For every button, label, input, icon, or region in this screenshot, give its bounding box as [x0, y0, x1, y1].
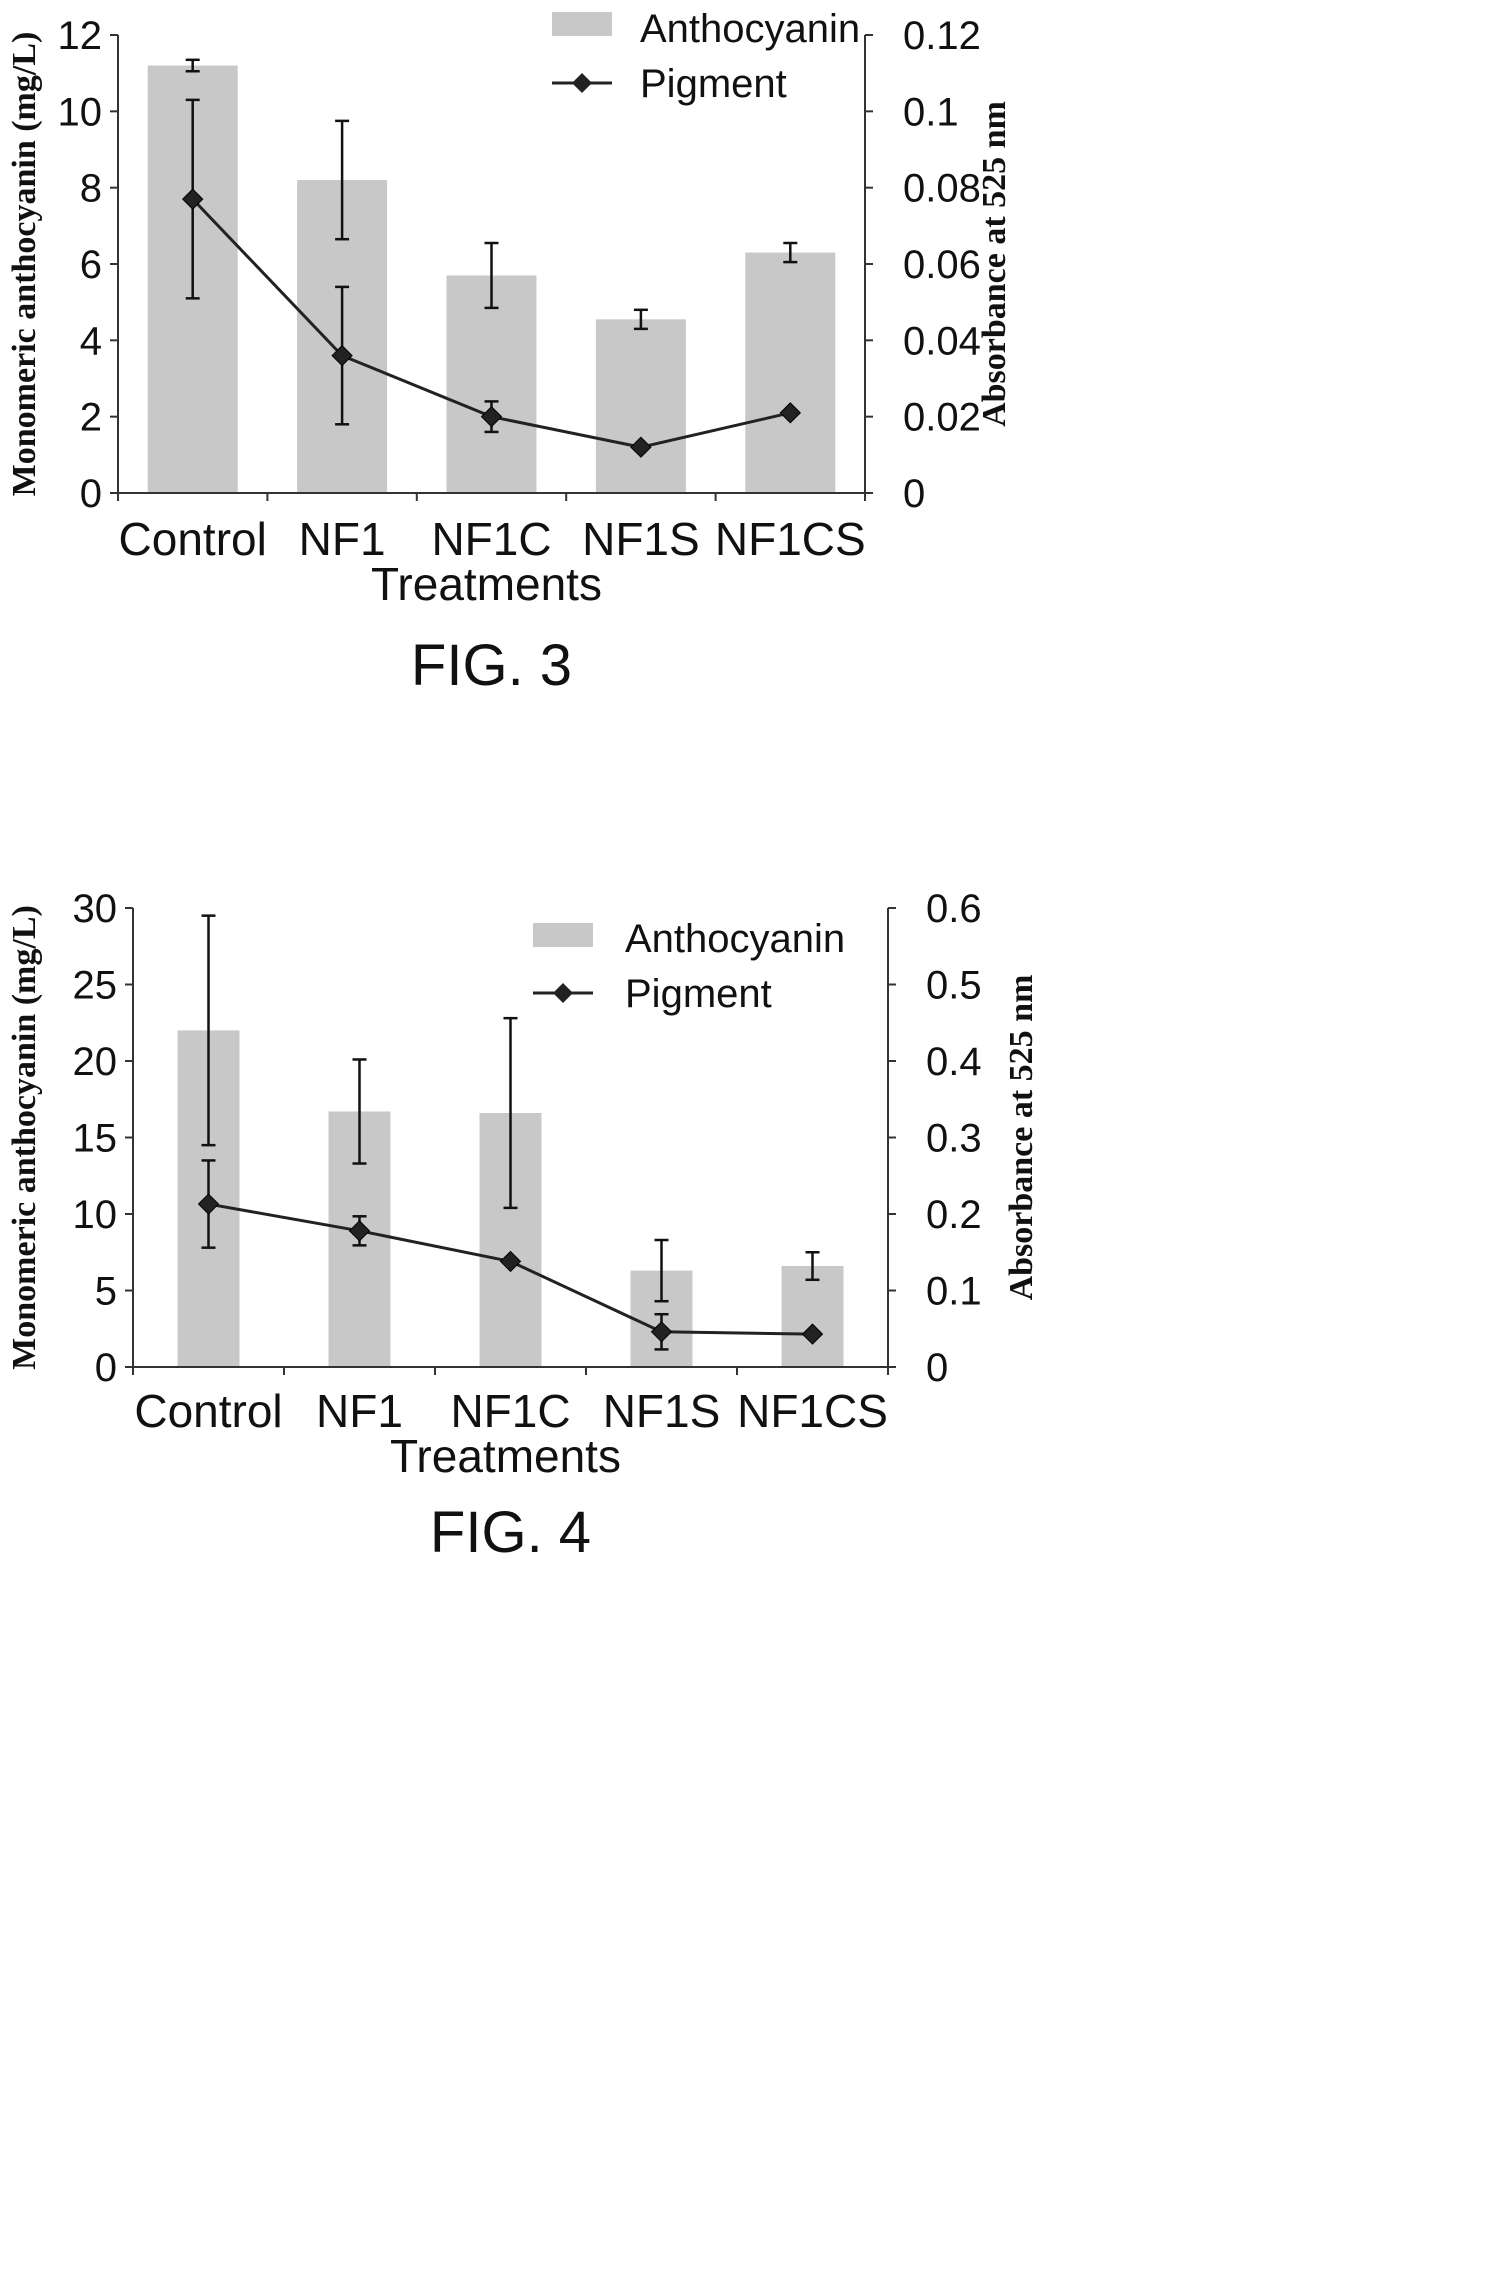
left-y-tick-label: 15: [73, 1117, 118, 1161]
right-y-tick-label: 0.02: [903, 396, 981, 440]
right-y-tick-label: 0.6: [926, 887, 982, 931]
anthocyanin-bar-nf1cs: [781, 1266, 844, 1367]
x-category-label: NF1CS: [715, 513, 866, 565]
left-y-tick-label: 12: [58, 14, 103, 58]
left-y-tick-label: 6: [80, 243, 102, 287]
right-y-tick-label: 0: [903, 472, 925, 516]
right-y-tick-label: 0.3: [926, 1117, 982, 1161]
figure-label: FIG. 4: [430, 1500, 591, 1565]
right-y-tick-label: 0.4: [926, 1040, 982, 1084]
anthocyanin-error-bar: [484, 241, 499, 310]
pigment-point-nf1: [348, 1220, 371, 1242]
anthocyanin-error-bar: [654, 1238, 669, 1303]
anthocyanin-error-bar: [633, 308, 648, 331]
anthocyanin-bar-nf1s: [595, 319, 686, 493]
left-y-tick-label: 25: [73, 964, 118, 1008]
figure-4-svg: 0 5 10 15 20 25 30 0 0.1 0.2 0.3 0.4 0.5 0.6 Control NF…: [6, 887, 1040, 1565]
right-y-tick-label: 0.04: [903, 319, 981, 363]
x-category-label: NF1: [299, 513, 386, 565]
pigment-point-control: [197, 1193, 220, 1215]
right-y-axis-title: Absorbance at 525 nm: [976, 101, 1013, 427]
pigment-point-nf1s: [630, 436, 652, 458]
x-category-label: NF1S: [582, 513, 700, 565]
anthocyanin-error-bar: [805, 1251, 820, 1282]
left-y-tick-label: 0: [95, 1346, 117, 1390]
figure-3-chart: 0 2 4 6 8 10 12 0 0.02 0.04 0.06 0.08 0.1 0.12 Control…: [0, 0, 1504, 1100]
anthocyanin-error-bar: [335, 119, 350, 241]
x-axis-title: Treatments: [371, 558, 602, 610]
legend-anthocyanin-swatch: [533, 923, 593, 947]
x-category-label: Control: [134, 1385, 282, 1437]
anthocyanin-error-bar: [783, 241, 798, 264]
left-y-tick-label: 4: [80, 319, 102, 363]
pigment-point-nf1c: [499, 1250, 522, 1273]
x-category-label: Control: [119, 513, 267, 565]
left-y-tick-label: 2: [80, 396, 102, 440]
left-y-axis-title: Monomeric anthocyanin (mg/L): [6, 905, 43, 1370]
right-y-tick-label: 0.12: [903, 14, 981, 58]
legend-anthocyanin-label: Anthocyanin: [640, 7, 860, 51]
legend-anthocyanin-label: Anthocyanin: [625, 917, 845, 961]
right-y-tick-label: 0.06: [903, 243, 981, 287]
right-y-tick-label: 0.08: [903, 167, 981, 211]
pigment-point-nf1: [331, 344, 353, 367]
anthocyanin-error-bar: [185, 58, 200, 73]
legend-pigment-marker: [572, 73, 592, 93]
right-y-tick-label: 0.1: [903, 90, 959, 134]
left-y-axis-title: Monomeric anthocyanin (mg/L): [6, 32, 43, 497]
right-y-axis-title: Absorbance at 525 nm: [1003, 975, 1040, 1301]
x-category-label: NF1C: [450, 1385, 570, 1437]
pigment-point-nf1s: [650, 1321, 673, 1343]
pigment-point-nf1c: [480, 405, 503, 428]
x-category-label: NF1S: [603, 1385, 721, 1437]
right-y-tick-label: 0.2: [926, 1193, 982, 1237]
left-y-tick-label: 0: [80, 472, 102, 516]
left-y-tick-label: 10: [58, 90, 103, 134]
x-category-label: NF1CS: [737, 1385, 888, 1437]
right-y-tick-label: 0: [926, 1346, 948, 1390]
legend-pigment-label: Pigment: [640, 62, 787, 106]
right-y-tick-label: 0.5: [926, 964, 982, 1008]
figure-3-svg: 0 2 4 6 8 10 12 0 0.02 0.04 0.06 0.08 0.1 0.12 Control…: [6, 7, 1013, 698]
legend-anthocyanin-swatch: [552, 12, 612, 36]
anthocyanin-error-bar: [201, 914, 216, 1147]
anthocyanin-bar-nf1cs: [745, 252, 836, 493]
legend-pigment-marker: [553, 983, 573, 1003]
left-y-tick-label: 8: [80, 167, 102, 211]
left-y-tick-label: 30: [73, 887, 118, 931]
x-category-label: NF1: [316, 1385, 403, 1437]
pigment-point-nf1cs: [779, 402, 802, 424]
left-y-tick-label: 5: [95, 1270, 117, 1314]
left-y-tick-label: 20: [73, 1040, 118, 1084]
anthocyanin-bar-nf1c: [446, 275, 537, 493]
legend-pigment-label: Pigment: [625, 972, 772, 1016]
anthocyanin-error-bar: [352, 1058, 367, 1165]
pigment-point-control: [181, 188, 204, 210]
pigment-point-nf1cs: [801, 1323, 824, 1345]
left-y-tick-label: 10: [73, 1193, 118, 1237]
figure-4-chart: 0 5 10 15 20 25 30 0 0.1 0.2 0.3 0.4 0.5 0.6 Control NF…: [0, 290, 1504, 2289]
right-y-tick-label: 0.1: [926, 1270, 982, 1314]
x-category-label: NF1C: [431, 513, 551, 565]
x-axis-title: Treatments: [390, 1430, 621, 1482]
figure-label: FIG. 3: [411, 633, 572, 698]
anthocyanin-error-bar: [503, 1016, 518, 1210]
